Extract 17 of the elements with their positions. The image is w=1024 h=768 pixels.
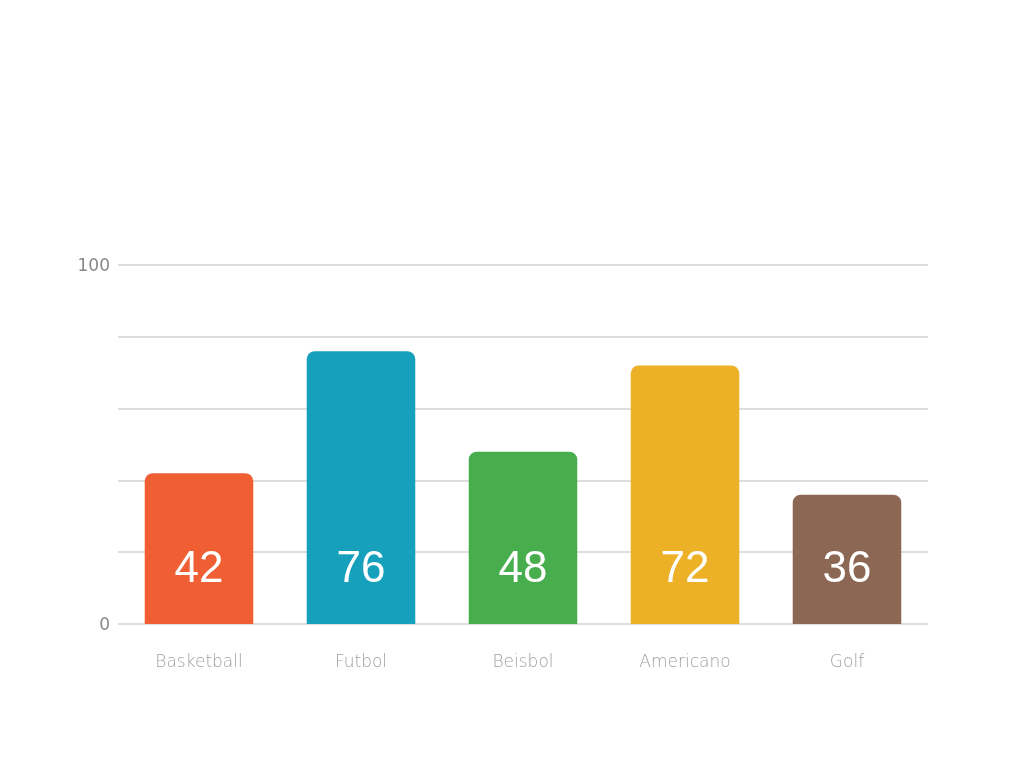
x-tick-label: Futbol bbox=[334, 650, 388, 671]
data-label: 48 bbox=[498, 541, 548, 591]
y-tick-label: 100 bbox=[77, 255, 110, 275]
bar bbox=[792, 494, 902, 624]
data-label: 42 bbox=[174, 541, 224, 591]
bar bbox=[306, 351, 416, 624]
bar bbox=[468, 451, 578, 624]
x-tick-label: Beisbol bbox=[492, 650, 554, 671]
bar bbox=[144, 473, 254, 624]
x-tick-label: Basketball bbox=[155, 650, 243, 671]
x-tick-label: Golf bbox=[829, 650, 865, 671]
data-label: 76 bbox=[336, 541, 386, 591]
y-tick-label: 0 bbox=[99, 614, 110, 634]
data-label: 72 bbox=[660, 541, 710, 591]
bar bbox=[630, 365, 740, 624]
x-tick-label: Americano bbox=[639, 650, 731, 671]
data-label: 36 bbox=[822, 541, 872, 591]
